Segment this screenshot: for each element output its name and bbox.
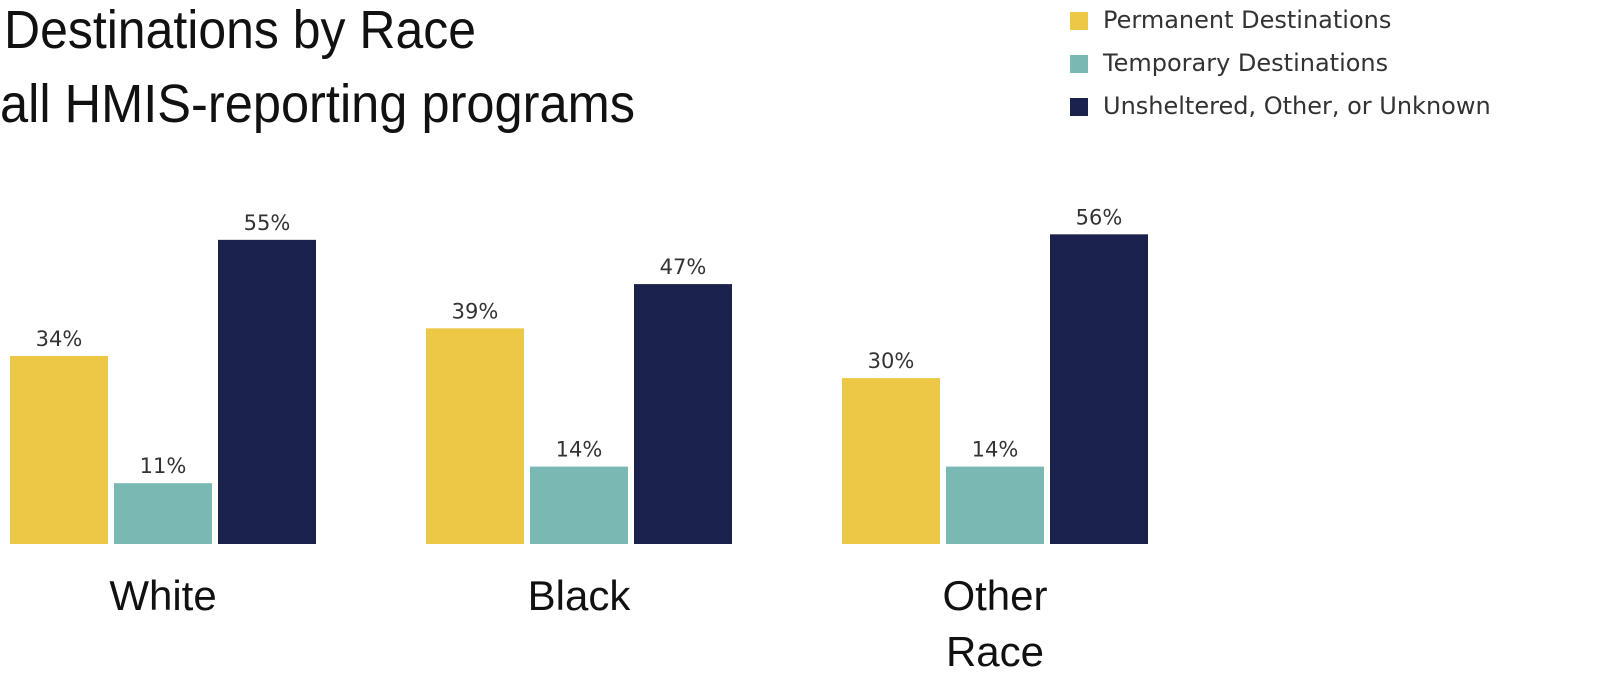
- bar: [114, 483, 212, 544]
- data-label: 39%: [452, 299, 499, 323]
- bar: [1050, 234, 1148, 544]
- data-label: 56%: [1076, 205, 1123, 229]
- bar: [634, 284, 732, 544]
- data-label: 47%: [660, 255, 707, 279]
- bar: [10, 355, 108, 544]
- bar: [842, 378, 940, 544]
- data-label: 30%: [868, 349, 915, 373]
- data-label: 55%: [244, 211, 291, 235]
- legend-swatch: [1070, 12, 1088, 30]
- legend-label: Unsheltered, Other, or Unknown: [1103, 92, 1491, 120]
- chart-title: all HMIS-reporting programs: [0, 74, 635, 134]
- bar: [426, 328, 524, 544]
- data-label: 14%: [556, 438, 603, 462]
- data-label: 34%: [36, 327, 83, 351]
- bar: [218, 239, 316, 544]
- legend-swatch: [1070, 98, 1088, 116]
- legend-swatch: [1070, 55, 1088, 73]
- legend-label: Temporary Destinations: [1102, 49, 1388, 77]
- legend-label: Permanent Destinations: [1103, 6, 1391, 34]
- bar: [530, 466, 628, 544]
- x-tick-label: Other Race: [942, 572, 1048, 675]
- bar: [946, 466, 1044, 544]
- x-tick-label: White: [109, 572, 217, 619]
- chart-title: Destinations by Race: [4, 0, 476, 60]
- x-tick-label: Black: [527, 572, 631, 619]
- data-label: 14%: [972, 438, 1019, 462]
- data-label: 11%: [140, 454, 187, 478]
